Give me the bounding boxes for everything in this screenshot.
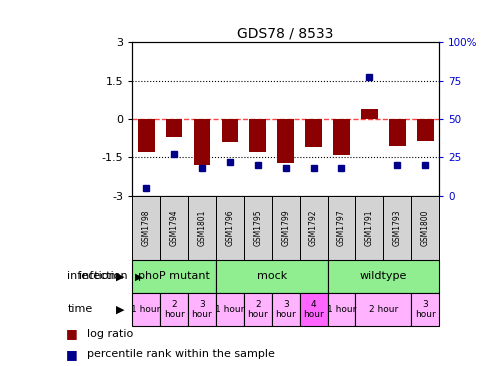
Bar <box>216 293 244 326</box>
Bar <box>411 293 439 326</box>
Text: 2
hour: 2 hour <box>164 299 185 319</box>
Bar <box>216 260 327 293</box>
Text: 1 hour: 1 hour <box>132 305 161 314</box>
Text: ▶: ▶ <box>115 271 124 281</box>
Bar <box>327 260 439 293</box>
Bar <box>216 196 244 260</box>
Bar <box>132 293 160 326</box>
Bar <box>327 293 355 326</box>
Bar <box>383 196 411 260</box>
Bar <box>166 119 183 137</box>
Text: GSM1797: GSM1797 <box>337 209 346 246</box>
Text: 1 hour: 1 hour <box>327 305 356 314</box>
Text: GSM1792: GSM1792 <box>309 210 318 246</box>
Text: GSM1799: GSM1799 <box>281 209 290 246</box>
Bar <box>411 196 439 260</box>
Text: 3
hour: 3 hour <box>275 299 296 319</box>
Bar <box>355 196 383 260</box>
Text: 1 hour: 1 hour <box>215 305 245 314</box>
Text: GSM1801: GSM1801 <box>198 210 207 246</box>
Text: wildtype: wildtype <box>360 271 407 281</box>
Bar <box>160 293 188 326</box>
Bar <box>132 260 216 293</box>
Text: infection: infection <box>79 271 127 281</box>
Bar <box>132 196 160 260</box>
Bar <box>222 119 238 142</box>
Text: phoP mutant: phoP mutant <box>138 271 210 281</box>
Bar <box>389 119 406 146</box>
Text: log ratio: log ratio <box>87 329 133 339</box>
Bar <box>355 293 411 326</box>
Text: mock: mock <box>256 271 287 281</box>
Bar <box>361 109 378 119</box>
Text: 3
hour: 3 hour <box>192 299 213 319</box>
Bar <box>333 119 350 155</box>
Bar <box>138 119 155 152</box>
Bar <box>244 293 272 326</box>
Text: GSM1795: GSM1795 <box>253 209 262 246</box>
Bar <box>188 196 216 260</box>
Bar <box>188 293 216 326</box>
Text: 2
hour: 2 hour <box>248 299 268 319</box>
Bar <box>194 119 211 165</box>
Bar <box>244 196 272 260</box>
Text: 4
hour: 4 hour <box>303 299 324 319</box>
Text: ■: ■ <box>66 348 78 361</box>
Text: ■: ■ <box>66 327 78 340</box>
Text: infection: infection <box>67 271 116 281</box>
Bar <box>417 119 434 141</box>
Text: GSM1794: GSM1794 <box>170 209 179 246</box>
Text: GSM1798: GSM1798 <box>142 210 151 246</box>
Bar <box>250 119 266 152</box>
Text: percentile rank within the sample: percentile rank within the sample <box>87 349 275 359</box>
Bar <box>305 119 322 147</box>
Text: GSM1800: GSM1800 <box>421 210 430 246</box>
Bar <box>277 119 294 163</box>
Text: GSM1796: GSM1796 <box>226 209 235 246</box>
Text: time: time <box>67 304 93 314</box>
Bar <box>272 293 299 326</box>
Title: GDS78 / 8533: GDS78 / 8533 <box>238 27 334 41</box>
Bar <box>272 196 299 260</box>
Text: GSM1793: GSM1793 <box>393 209 402 246</box>
Text: 3
hour: 3 hour <box>415 299 436 319</box>
Text: GSM1791: GSM1791 <box>365 210 374 246</box>
Bar <box>299 293 327 326</box>
Bar <box>327 196 355 260</box>
Bar <box>160 196 188 260</box>
Text: ▶: ▶ <box>135 271 142 281</box>
Text: 2 hour: 2 hour <box>369 305 398 314</box>
Bar <box>299 196 327 260</box>
Text: ▶: ▶ <box>115 304 124 314</box>
